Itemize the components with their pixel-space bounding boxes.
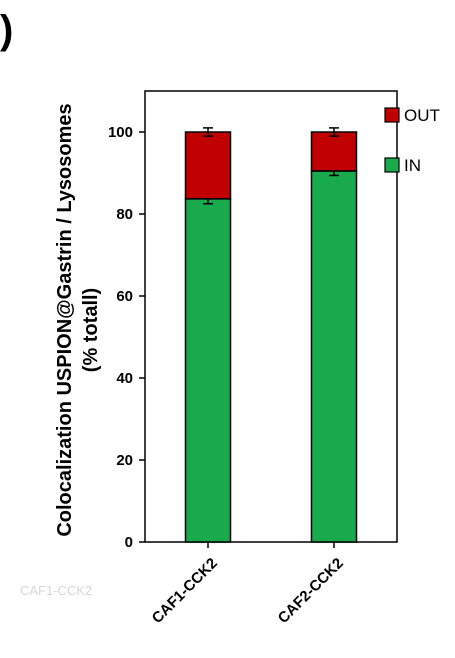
y-tick-label: 60	[116, 288, 133, 305]
legend-swatch-out	[384, 107, 400, 123]
panel-letter: )	[0, 8, 14, 52]
y-axis-title-line2: (% totall)	[80, 288, 102, 372]
legend-label-in: IN	[404, 156, 421, 175]
plot-frame	[144, 90, 398, 543]
legend-label-out: OUT	[404, 106, 440, 125]
x-tick-label: CAF1-CCK2	[149, 555, 221, 627]
y-axis-title-line1: Colocalization USPION@Gastrin / Lysosome…	[54, 103, 76, 536]
y-tick-label: 100	[108, 124, 133, 141]
y-tick-label: 20	[116, 452, 133, 469]
y-tick-label: 80	[116, 206, 133, 223]
bar-out	[310, 131, 358, 172]
legend-swatch-in	[384, 157, 400, 173]
y-tick-label: 40	[116, 370, 133, 387]
watermark-text: CAF1-CCK2	[20, 583, 93, 598]
y-tick-label: 0	[125, 534, 133, 551]
y-axis-title: Colocalization USPION@Gastrin / Lysosome…	[54, 103, 102, 536]
bar-out	[184, 131, 232, 200]
bar-in	[310, 170, 358, 543]
bar-in	[184, 198, 232, 543]
x-tick-label: CAF2-CCK2	[275, 555, 347, 627]
